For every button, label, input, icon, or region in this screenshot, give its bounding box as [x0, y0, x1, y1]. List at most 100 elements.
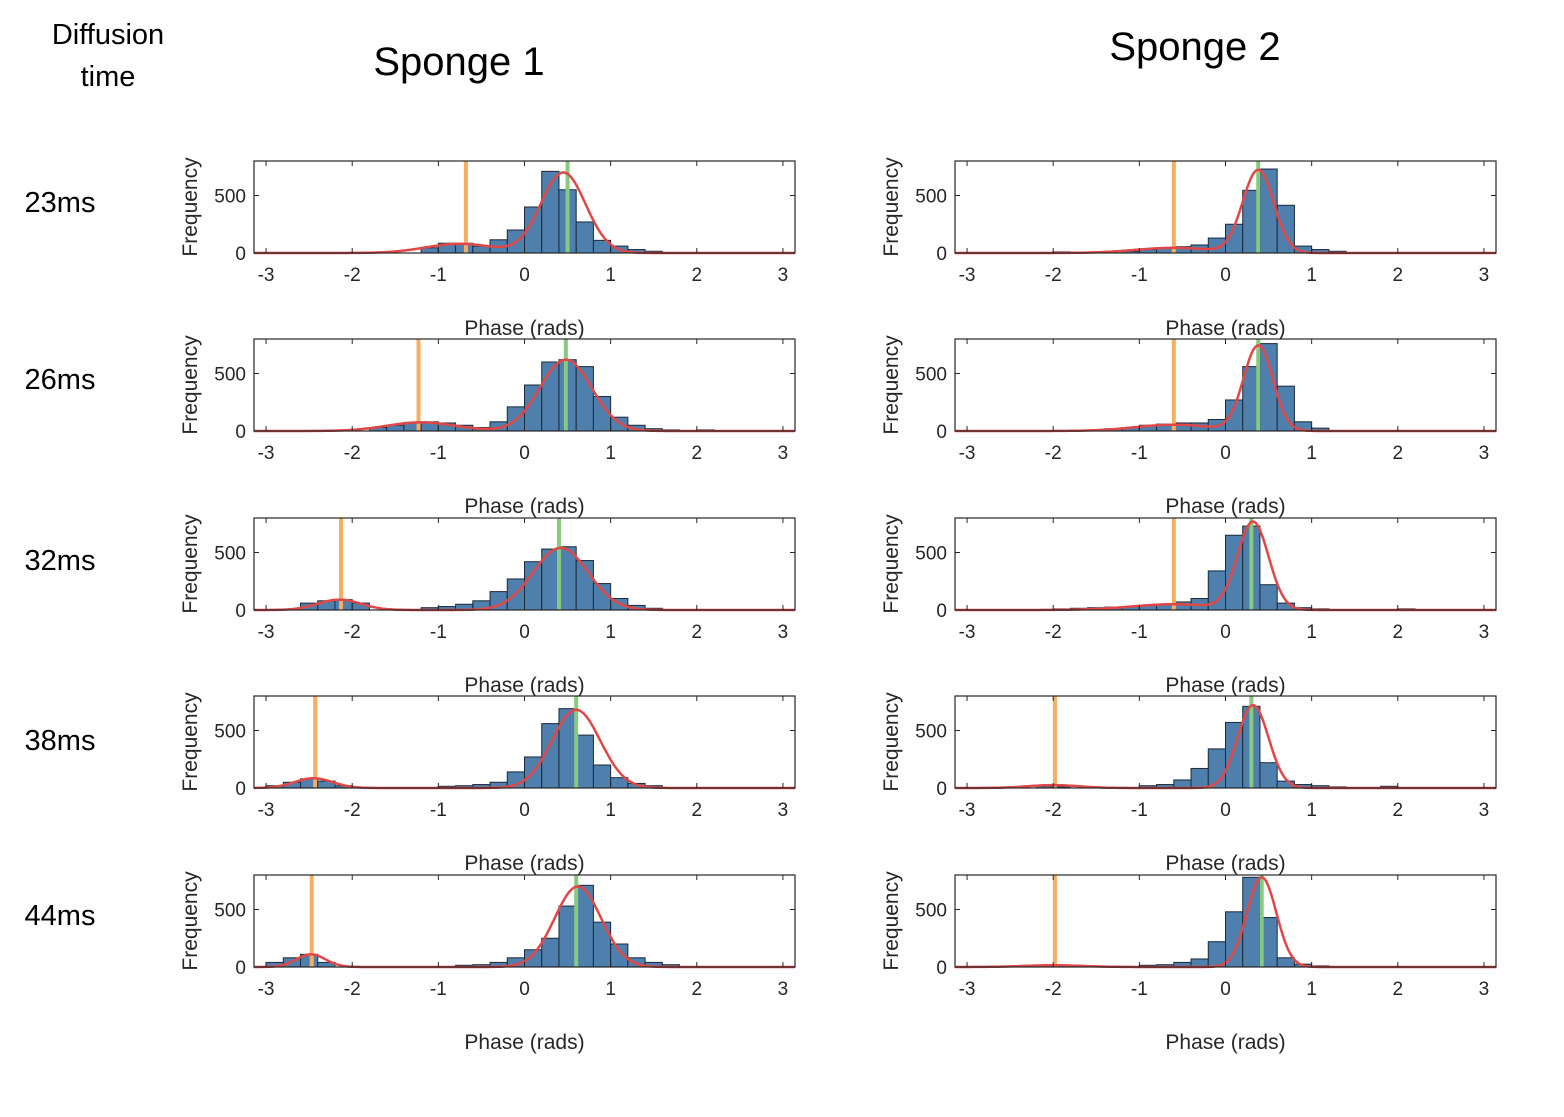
x-tick-label: 3: [1479, 800, 1490, 821]
x-tick-label: -2: [1045, 622, 1062, 643]
histogram-bar: [575, 221, 594, 254]
row-label-32ms: 32ms: [25, 545, 96, 577]
row-header-line1: Diffusion: [52, 19, 164, 51]
histogram-panel: -3 -2 -1 0 1 2 3 0 500 Phase (rads) Frequency: [179, 157, 796, 340]
histogram-bar: [575, 734, 594, 789]
row-label-26ms: 26ms: [25, 364, 96, 396]
x-tick-label: -1: [430, 443, 447, 464]
x-tick-label: 2: [692, 979, 703, 1000]
x-tick-label: 3: [778, 443, 789, 464]
x-tick-label: 0: [519, 265, 530, 286]
x-tick-label: -2: [1045, 979, 1062, 1000]
y-tick-label: 0: [936, 422, 947, 443]
y-tick-label: 500: [915, 901, 947, 922]
y-axis-label: Frequency: [880, 871, 903, 971]
histogram-panel: -3 -2 -1 0 1 2 3 0 500 Phase (rads) Frequency: [880, 157, 1497, 340]
x-tick-label: -1: [430, 622, 447, 643]
histogram-panel: -3 -2 -1 0 1 2 3 0 500 Phase (rads) Frequency: [179, 871, 796, 1054]
x-tick-label: 3: [1479, 979, 1490, 1000]
x-tick-label: 0: [519, 800, 530, 821]
x-tick-label: -1: [430, 800, 447, 821]
x-tick-label: 2: [1393, 622, 1404, 643]
x-tick-label: 3: [778, 622, 789, 643]
x-tick-label: -3: [258, 979, 275, 1000]
y-tick-label: 0: [235, 779, 246, 800]
histogram-bar: [1259, 168, 1278, 254]
y-axis-label: Frequency: [880, 692, 903, 792]
x-axis-label: Phase (rads): [1165, 852, 1285, 875]
x-tick-label: 3: [1479, 265, 1490, 286]
x-tick-label: 1: [1306, 979, 1317, 1000]
x-tick-label: 3: [778, 800, 789, 821]
x-tick-label: 0: [519, 979, 530, 1000]
x-tick-label: 0: [1220, 443, 1231, 464]
histogram-panel: -3 -2 -1 0 1 2 3 0 500 Phase (rads) Frequency: [880, 692, 1497, 875]
x-tick-label: -1: [1131, 622, 1148, 643]
y-tick-label: 500: [214, 722, 246, 743]
histogram-bar: [524, 561, 543, 611]
y-tick-label: 500: [915, 722, 947, 743]
x-tick-label: 2: [692, 265, 703, 286]
x-tick-label: -2: [344, 622, 361, 643]
x-tick-label: -2: [1045, 265, 1062, 286]
histogram-panel: -3 -2 -1 0 1 2 3 0 500 Phase (rads) Frequency: [880, 335, 1497, 518]
x-tick-label: 1: [605, 800, 616, 821]
x-tick-label: 2: [692, 622, 703, 643]
x-axis-label: Phase (rads): [1165, 1031, 1285, 1054]
x-tick-label: -3: [959, 443, 976, 464]
x-tick-label: -2: [344, 265, 361, 286]
row-label-44ms: 44ms: [25, 900, 96, 932]
x-tick-label: 0: [1220, 800, 1231, 821]
x-tick-label: -1: [430, 265, 447, 286]
x-axis-label: Phase (rads): [464, 674, 584, 697]
x-tick-label: -3: [258, 622, 275, 643]
y-tick-label: 500: [214, 544, 246, 565]
x-tick-label: 0: [1220, 979, 1231, 1000]
x-tick-label: -2: [1045, 443, 1062, 464]
x-tick-label: -3: [258, 443, 275, 464]
y-axis-label: Frequency: [179, 157, 202, 257]
histogram-panel: -3 -2 -1 0 1 2 3 0 500 Phase (rads) Frequency: [880, 514, 1497, 697]
x-tick-label: -3: [959, 979, 976, 1000]
histogram-bar: [592, 921, 612, 968]
x-axis-label: Phase (rads): [1165, 495, 1285, 518]
x-tick-label: -2: [344, 979, 361, 1000]
y-tick-label: 0: [936, 601, 947, 622]
x-tick-label: -3: [258, 800, 275, 821]
x-axis-label: Phase (rads): [1165, 317, 1285, 340]
column-title-sponge-2: Sponge 2: [1109, 25, 1280, 69]
y-axis-label: Frequency: [880, 514, 903, 614]
x-tick-label: -3: [959, 265, 976, 286]
y-axis-label: Frequency: [179, 871, 202, 971]
y-tick-label: 0: [235, 422, 246, 443]
y-tick-label: 0: [936, 958, 947, 979]
x-tick-label: 2: [1393, 979, 1404, 1000]
x-tick-label: 2: [1393, 265, 1404, 286]
y-tick-label: 500: [915, 187, 947, 208]
x-tick-label: 3: [778, 979, 789, 1000]
x-tick-label: 1: [605, 979, 616, 1000]
x-tick-label: 0: [1220, 265, 1231, 286]
column-title-sponge-1: Sponge 1: [373, 40, 544, 84]
x-tick-label: 3: [778, 265, 789, 286]
x-tick-label: 2: [692, 443, 703, 464]
x-axis-label: Phase (rads): [464, 1031, 584, 1054]
x-tick-label: -1: [1131, 443, 1148, 464]
x-tick-label: 1: [1306, 800, 1317, 821]
histogram-bar: [558, 905, 577, 968]
histogram-bar: [558, 708, 577, 789]
histogram-bar: [1259, 762, 1278, 789]
x-tick-label: -3: [258, 265, 275, 286]
histogram-panel: -3 -2 -1 0 1 2 3 0 500 Phase (rads) Frequency: [179, 335, 796, 518]
x-tick-label: -2: [344, 443, 361, 464]
x-axis-label: Phase (rads): [1165, 674, 1285, 697]
x-tick-label: -1: [430, 979, 447, 1000]
x-tick-label: -3: [959, 622, 976, 643]
y-tick-label: 500: [214, 365, 246, 386]
y-tick-label: 0: [936, 779, 947, 800]
x-tick-label: -1: [1131, 800, 1148, 821]
x-tick-label: -1: [1131, 979, 1148, 1000]
panels: -3 -2 -1 0 1 2 3 0 500 Phase (rads) Frequency -3 -2 -…: [179, 157, 1497, 1054]
x-tick-label: 1: [1306, 443, 1317, 464]
